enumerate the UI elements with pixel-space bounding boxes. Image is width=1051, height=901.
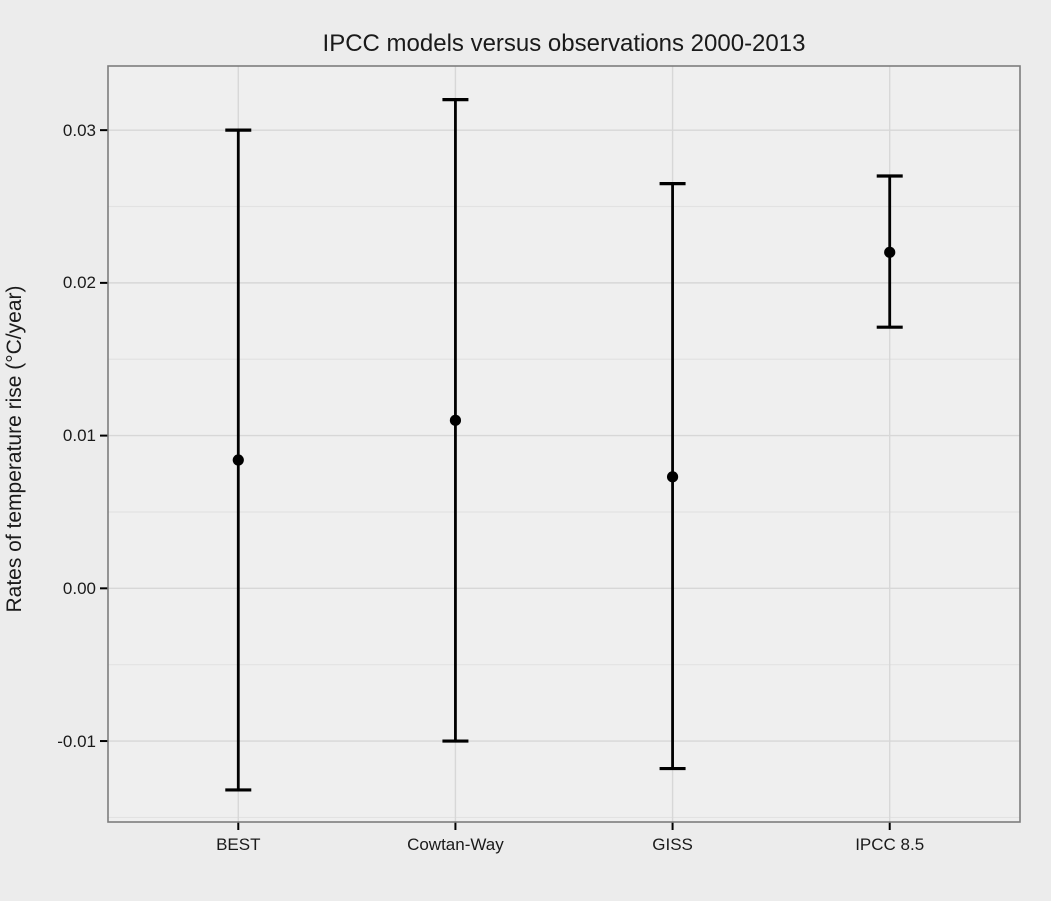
data-point-ipcc-8-5 <box>884 246 896 258</box>
data-point-giss <box>666 471 679 483</box>
y-tick-label: -0.01 <box>57 731 96 751</box>
panel-border <box>107 65 1021 823</box>
x-category-label: GISS <box>652 835 693 854</box>
y-axis-title: Rates of temperature rise (°C/year) <box>3 285 26 613</box>
x-category-label: BEST <box>216 835 261 854</box>
y-tick-label: 0.03 <box>62 120 96 140</box>
chart-title: IPCC models versus observations 2000-201… <box>322 30 806 57</box>
x-category-label: Cowtan-Way <box>407 835 504 854</box>
y-tick-label: 0.02 <box>62 273 96 293</box>
x-category-label: IPCC 8.5 <box>855 835 925 854</box>
panel-background <box>108 66 1020 822</box>
y-tick-label: 0.00 <box>62 578 96 598</box>
data-point-best <box>232 454 244 466</box>
y-tick-label: 0.01 <box>62 426 96 446</box>
data-point-cowtan-way <box>449 414 462 426</box>
